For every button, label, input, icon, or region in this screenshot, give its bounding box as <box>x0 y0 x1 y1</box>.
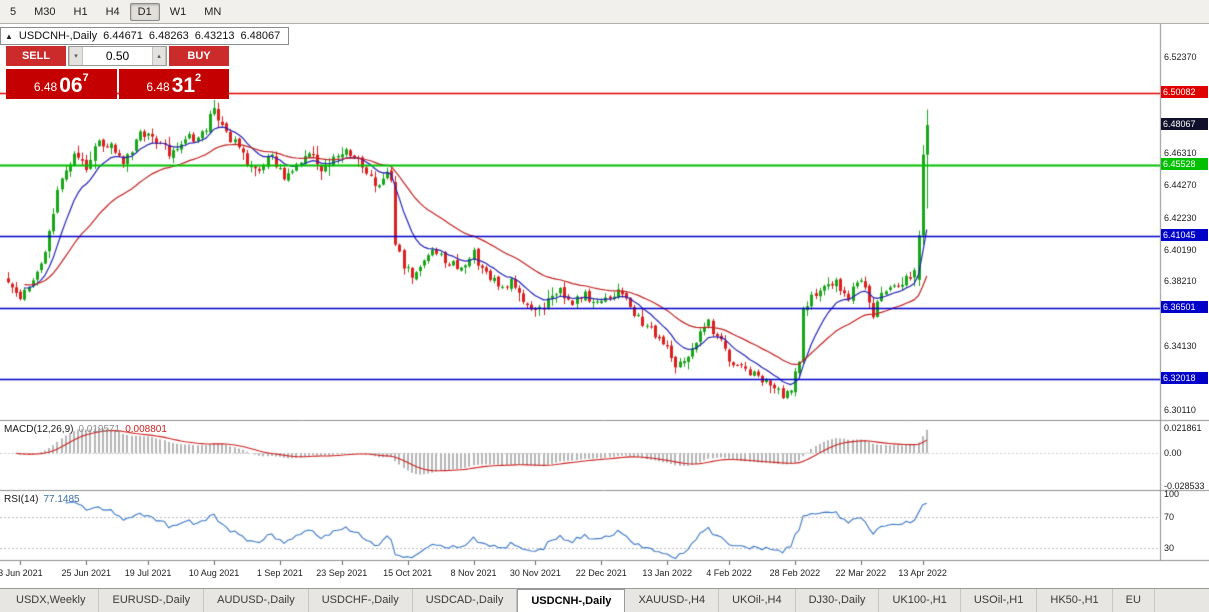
bid-price-box[interactable]: 6.48 06 7 <box>6 69 117 99</box>
volume-control: ▾ 0.50 ▴ <box>68 46 167 66</box>
price-axis-label: 6.52370 <box>1164 51 1197 62</box>
chart-tab-8[interactable]: DJ30-,Daily <box>796 589 880 612</box>
date-axis-label: 10 Aug 2021 <box>188 568 240 578</box>
buy-button[interactable]: BUY <box>169 46 229 66</box>
ask-price-point: 2 <box>195 72 202 84</box>
ohlc-close-value: 6.48067 <box>240 30 281 42</box>
date-axis-label: 13 Jan 2022 <box>642 568 692 578</box>
rsi-axis-label: 100 <box>1164 489 1180 500</box>
ohlc-low-value: 6.43213 <box>194 30 235 42</box>
date-axis-label: 22 Dec 2021 <box>575 568 627 578</box>
chart-tab-1[interactable]: EURUSD-,Daily <box>99 589 205 612</box>
date-axis-label: 22 Mar 2022 <box>835 568 887 578</box>
date-axis-label: 8 Nov 2021 <box>450 568 497 578</box>
timeframe-button-5[interactable]: 5 <box>2 3 24 21</box>
chart-tab-10[interactable]: USOil-,H1 <box>961 589 1038 612</box>
timeframe-button-mn[interactable]: MN <box>196 3 229 21</box>
timeframe-button-m30[interactable]: M30 <box>26 3 63 21</box>
date-axis-label: 25 Jun 2021 <box>61 568 112 578</box>
bid-price-main: 6.48 <box>33 80 58 95</box>
macd-main-value: 0.019571 <box>78 424 121 435</box>
volume-input[interactable]: 0.50 <box>105 49 130 63</box>
timeframe-button-h1[interactable]: H1 <box>66 3 96 21</box>
ask-price-pips: 31 <box>171 74 196 98</box>
timeframe-toolbar: 5 M30 H1 H4 D1 W1 MN <box>0 0 1209 24</box>
volume-increase-button[interactable]: ▴ <box>152 47 166 65</box>
chart-ohlc-readout: ▲ USDCNH-,Daily 6.44671 6.48263 6.43213 … <box>0 27 290 45</box>
date-axis-label: 30 Nov 2021 <box>509 568 561 578</box>
rsi-value: 77.1485 <box>43 494 80 505</box>
one-click-trading-panel: SELL ▾ 0.50 ▴ BUY 6.48 06 7 6.48 31 2 <box>6 46 229 99</box>
collapse-trade-panel-icon[interactable]: ▲ <box>5 31 13 41</box>
volume-decrease-button[interactable]: ▾ <box>69 47 83 65</box>
ohlc-open-value: 6.44671 <box>103 30 143 42</box>
price-axis-label: 6.46310 <box>1164 147 1197 158</box>
price-line-badge: 6.41045 <box>1161 229 1208 242</box>
bid-price-point: 7 <box>82 72 89 84</box>
current-price-badge: 6.48067 <box>1161 118 1208 131</box>
macd-indicator-title: MACD(12,26,9) 0.019571 0.008801 <box>4 424 167 435</box>
price-line-badge: 6.45528 <box>1161 158 1208 171</box>
timeframe-button-h4[interactable]: H4 <box>98 3 128 21</box>
chart-tab-9[interactable]: UK100-,H1 <box>879 589 961 612</box>
macd-axis-label: 0.00 <box>1164 448 1182 459</box>
timeframe-button-d1[interactable]: D1 <box>129 2 160 21</box>
ask-price-box[interactable]: 6.48 31 2 <box>118 69 229 99</box>
ask-price-main: 6.48 <box>146 80 170 95</box>
price-axis-label: 6.30110 <box>1164 404 1196 415</box>
chart-tab-11[interactable]: HK50-,H1 <box>1037 589 1113 612</box>
date-axis-label: 15 Oct 2021 <box>383 568 433 578</box>
macd-title-label: MACD(12,26,9) <box>4 424 74 435</box>
price-axis-label: 6.40190 <box>1164 244 1197 255</box>
chart-tabs-bar: USDX,Weekly EURUSD-,Daily AUDUSD-,Daily USD… <box>0 588 1209 612</box>
date-axis-label: 19 Jul 2021 <box>124 568 172 578</box>
chart-tab-6[interactable]: XAUUSD-,H4 <box>625 589 720 612</box>
ohlc-high-value: 6.48263 <box>148 30 189 42</box>
price-line-badge: 6.32018 <box>1161 372 1208 385</box>
chart-tab-0[interactable]: USDX,Weekly <box>3 589 100 612</box>
macd-axis-label: -0.028533 <box>1164 481 1205 491</box>
price-line-badge: 6.36501 <box>1161 301 1208 314</box>
date-axis-label: 28 Feb 2022 <box>769 568 821 578</box>
macd-signal-value: 0.008801 <box>125 424 167 435</box>
chart-tab-4[interactable]: USDCAD-,Daily <box>413 589 518 612</box>
chart-tab-2[interactable]: AUDUSD-,Daily <box>204 589 309 612</box>
date-axis-label: 23 Sep 2021 <box>316 568 368 578</box>
price-axis-label: 6.34130 <box>1164 340 1197 351</box>
rsi-title-label: RSI(14) <box>4 494 39 505</box>
chart-tab-5[interactable]: USDCNH-,Daily <box>517 589 626 612</box>
price-axis-label: 6.38210 <box>1164 276 1197 287</box>
rsi-axis-label: 30 <box>1164 542 1175 553</box>
date-axis-label: 1 Sep 2021 <box>256 568 303 578</box>
chart-symbol-label: USDCNH-,Daily <box>18 30 98 42</box>
date-axis-label: 13 Apr 2022 <box>898 568 947 578</box>
chart-area: ▲ USDCNH-,Daily 6.44671 6.48263 6.43213 … <box>0 24 1209 588</box>
timeframe-button-w1[interactable]: W1 <box>162 3 195 21</box>
price-line-badge: 6.50082 <box>1161 86 1208 99</box>
date-axis-label: 4 Feb 2022 <box>706 568 752 578</box>
price-chart-canvas[interactable] <box>0 24 1209 588</box>
price-axis-label: 6.44270 <box>1164 180 1197 191</box>
chart-tab-3[interactable]: USDCHF-,Daily <box>309 589 413 612</box>
chart-tab-7[interactable]: UKOil-,H4 <box>719 589 796 612</box>
chart-tab-12[interactable]: EU <box>1113 589 1155 612</box>
bid-price-pips: 06 <box>59 74 83 98</box>
date-axis-label: 3 Jun 2021 <box>0 568 43 578</box>
rsi-indicator-title: RSI(14) 77.1485 <box>4 494 80 505</box>
rsi-axis-label: 70 <box>1164 512 1175 523</box>
macd-axis-label: 0.021861 <box>1164 423 1202 434</box>
sell-button[interactable]: SELL <box>6 46 66 66</box>
price-axis-label: 6.42230 <box>1164 212 1197 223</box>
